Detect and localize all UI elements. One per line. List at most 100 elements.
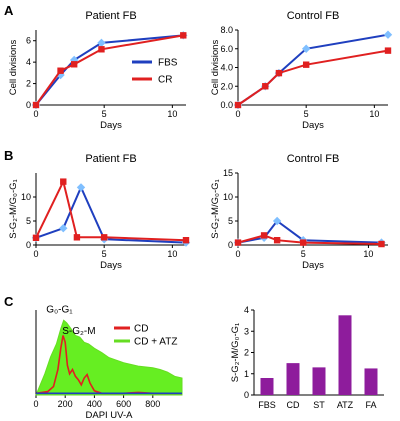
y-tick-label: 2 — [26, 79, 31, 89]
data-point — [60, 178, 67, 185]
x-tick-label: 0 — [33, 109, 38, 119]
y-tick-label: 4 — [26, 57, 31, 67]
x-tick-label: 5 — [102, 109, 107, 119]
x-tick-label: FBS — [258, 400, 276, 410]
x-tick-label: 10 — [363, 249, 373, 259]
data-point — [273, 237, 281, 244]
data-point — [32, 101, 40, 109]
data-point — [378, 240, 385, 248]
y-tick-label: 10 — [21, 192, 31, 202]
x-tick-label: 0 — [33, 399, 38, 409]
x-tick-label: ST — [313, 400, 325, 410]
y-axis-label: Cell divisions — [210, 40, 221, 96]
y-tick-label: 5 — [228, 216, 233, 226]
data-point — [234, 239, 242, 246]
bar-fbs — [260, 378, 274, 395]
data-point — [301, 44, 311, 53]
y-tick-label: 2 — [244, 348, 249, 358]
bar-fa — [364, 368, 378, 395]
legend-label: FBS — [158, 58, 178, 69]
x-tick-label: 0 — [235, 109, 240, 119]
bar-cd — [286, 363, 300, 395]
y-axis-label: Cell divisions — [8, 40, 19, 96]
x-axis-label: Days — [100, 260, 122, 271]
x-tick-label: 10 — [167, 249, 177, 259]
data-point — [234, 101, 242, 109]
data-point — [260, 232, 268, 239]
series-line-0 — [237, 219, 382, 244]
y-tick-label: 10 — [223, 192, 233, 202]
data-point — [97, 38, 106, 48]
y-tick-label: 0.0 — [220, 100, 233, 110]
data-point — [275, 69, 283, 77]
x-tick-label: 800 — [145, 399, 160, 409]
data-point — [32, 234, 40, 241]
chart-patient-fb-divisions: Patient FB 0 5 10 0 2 4 6 Days Cell divisions FBS C… — [8, 10, 188, 131]
x-tick-label: 10 — [167, 109, 177, 119]
data-point — [384, 47, 392, 54]
x-tick-label: 10 — [369, 109, 379, 119]
data-point — [98, 46, 105, 53]
chart-title: Control FB — [287, 10, 340, 22]
legend-label: CD + ATZ — [134, 337, 177, 348]
panel-letter-a: A — [4, 3, 14, 18]
data-point — [262, 83, 269, 90]
y-tick-label: 0 — [26, 240, 31, 250]
legend-label: CD — [134, 324, 148, 335]
chart-title: Patient FB — [85, 10, 136, 22]
panel-letter-c: C — [4, 294, 14, 309]
y-tick-label: 6 — [26, 36, 31, 46]
bar-atz — [338, 315, 352, 395]
bar-st — [312, 367, 326, 395]
y-tick-label: 8.0 — [220, 25, 233, 35]
series-line-1 — [35, 178, 187, 242]
legend-label: CR — [158, 75, 172, 86]
x-tick-label: 5 — [102, 249, 107, 259]
chart-control-fb-divisions: Control FB 0 5 10 0.0 2.0 4.0 6.0 8.0 Days Cell di… — [210, 10, 393, 131]
data-point — [180, 32, 187, 39]
x-tick-label: 0 — [235, 249, 240, 259]
x-axis-label: DAPI UV-A — [86, 410, 134, 421]
x-tick-label: 200 — [58, 399, 73, 409]
y-tick-label: 1 — [244, 369, 249, 379]
y-tick-label: 5 — [26, 216, 31, 226]
series-line-0 — [35, 184, 187, 244]
annotation: S-G₂-M — [62, 326, 95, 337]
chart-dapi-histogram: 0 200 400 600 800 DAPI UV-A G₀-G₁ S-G₂-M CD CD + … — [33, 305, 183, 421]
series-line-0 — [237, 33, 389, 106]
data-point — [59, 224, 68, 233]
chart-ratio-bars: 0 1 2 3 4 FBS CD ST ATZ FA S-G₂-M/G₀-G₁ — [230, 305, 384, 410]
y-tick-label: 4 — [244, 305, 249, 315]
y-tick-label: 15 — [223, 168, 233, 178]
data-point — [70, 61, 78, 68]
x-tick-label: 0 — [33, 249, 38, 259]
y-tick-label: 0 — [228, 240, 233, 250]
x-tick-label: FA — [365, 400, 376, 410]
data-point — [302, 61, 310, 68]
x-tick-label: 5 — [304, 109, 309, 119]
data-point — [100, 234, 108, 241]
chart-patient-fb-ratio: Patient FB 0 5 10 0 5 10 Days S-G₂-M/G₀-G₁ — [8, 153, 191, 271]
y-axis-label: S-G₂-M/G₀-G₁ — [230, 323, 241, 382]
x-axis-label: Days — [100, 120, 122, 131]
x-axis-label: Days — [302, 260, 324, 271]
data-point — [73, 234, 81, 241]
y-tick-label: 0 — [26, 100, 31, 110]
x-tick-label: 5 — [301, 249, 306, 259]
x-axis-label: Days — [302, 120, 324, 131]
panel-letter-b: B — [4, 148, 13, 163]
x-tick-label: CD — [287, 400, 300, 410]
chart-control-fb-ratio: Control FB 0 5 10 0 5 10 15 Days S-G₂-M/G₀-G₁ — [210, 153, 388, 271]
data-point — [182, 237, 190, 244]
x-tick-label: ATZ — [337, 400, 354, 410]
x-tick-label: 600 — [116, 399, 131, 409]
data-point — [57, 67, 64, 74]
chart-title: Patient FB — [85, 153, 136, 165]
data-point — [383, 30, 393, 39]
y-axis-label: S-G₂-M/G₀-G₁ — [210, 179, 221, 238]
data-point — [300, 239, 307, 246]
area-cd-atz — [35, 319, 183, 396]
annotation: G₀-G₁ — [46, 305, 73, 316]
y-tick-label: 4.0 — [220, 63, 233, 73]
